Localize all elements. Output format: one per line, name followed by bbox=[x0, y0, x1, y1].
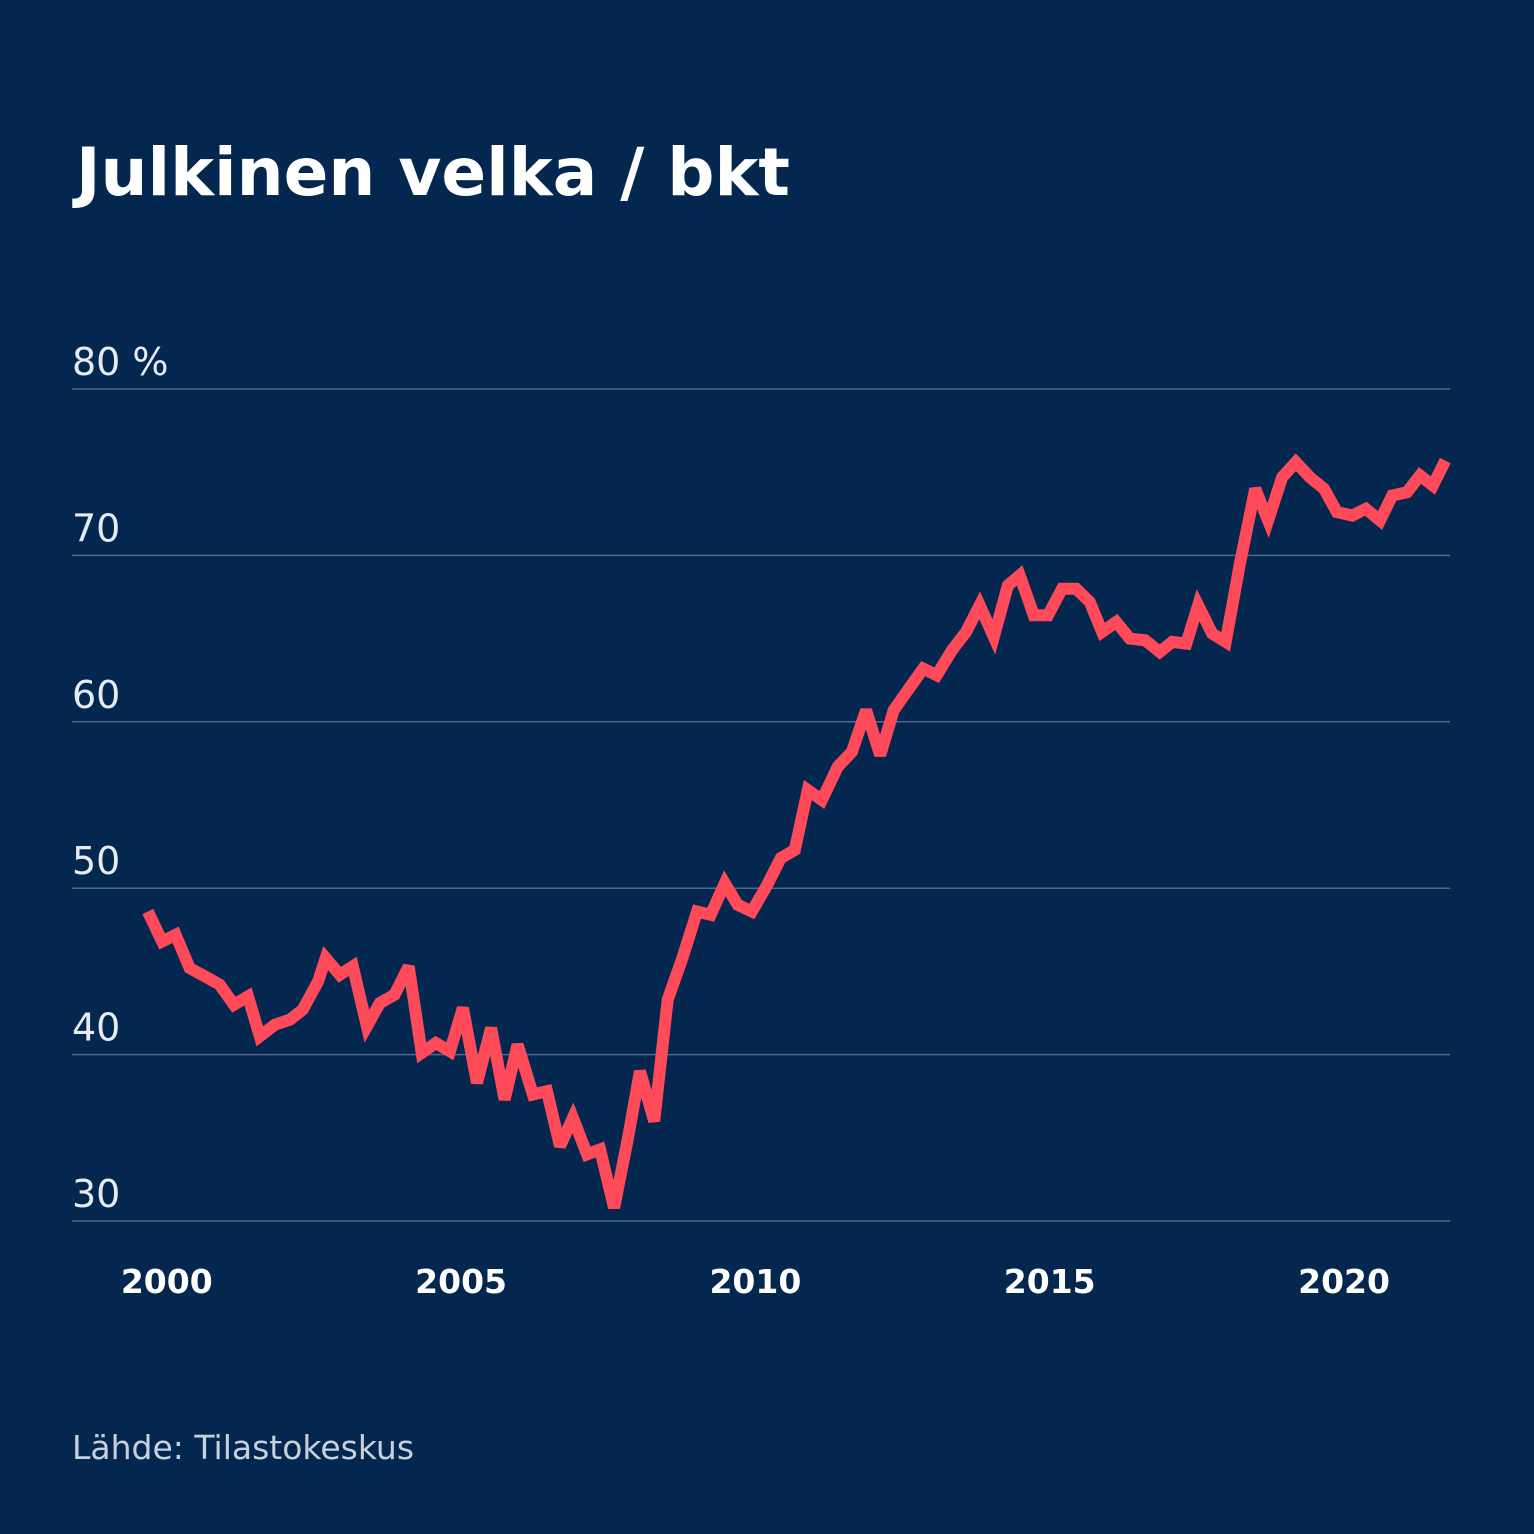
x-tick-label: 2010 bbox=[709, 1262, 801, 1301]
y-tick-label: 50 bbox=[72, 839, 120, 883]
y-tick-label: 70 bbox=[72, 506, 120, 550]
chart-title: Julkinen velka / bkt bbox=[72, 134, 790, 211]
y-tick-label: 80 % bbox=[72, 340, 169, 384]
x-tick-label: 2015 bbox=[1004, 1262, 1096, 1301]
y-tick-label: 40 bbox=[72, 1006, 120, 1050]
x-tick-label: 2000 bbox=[121, 1262, 213, 1301]
source: Lähde: Tilastokeskus bbox=[72, 1428, 414, 1467]
y-tick-label: 60 bbox=[72, 673, 120, 717]
x-tick-label: 2005 bbox=[415, 1262, 507, 1301]
data-line bbox=[142, 453, 1451, 1210]
y-tick-label: 30 bbox=[72, 1172, 120, 1216]
x-tick-label: 2020 bbox=[1298, 1262, 1390, 1301]
